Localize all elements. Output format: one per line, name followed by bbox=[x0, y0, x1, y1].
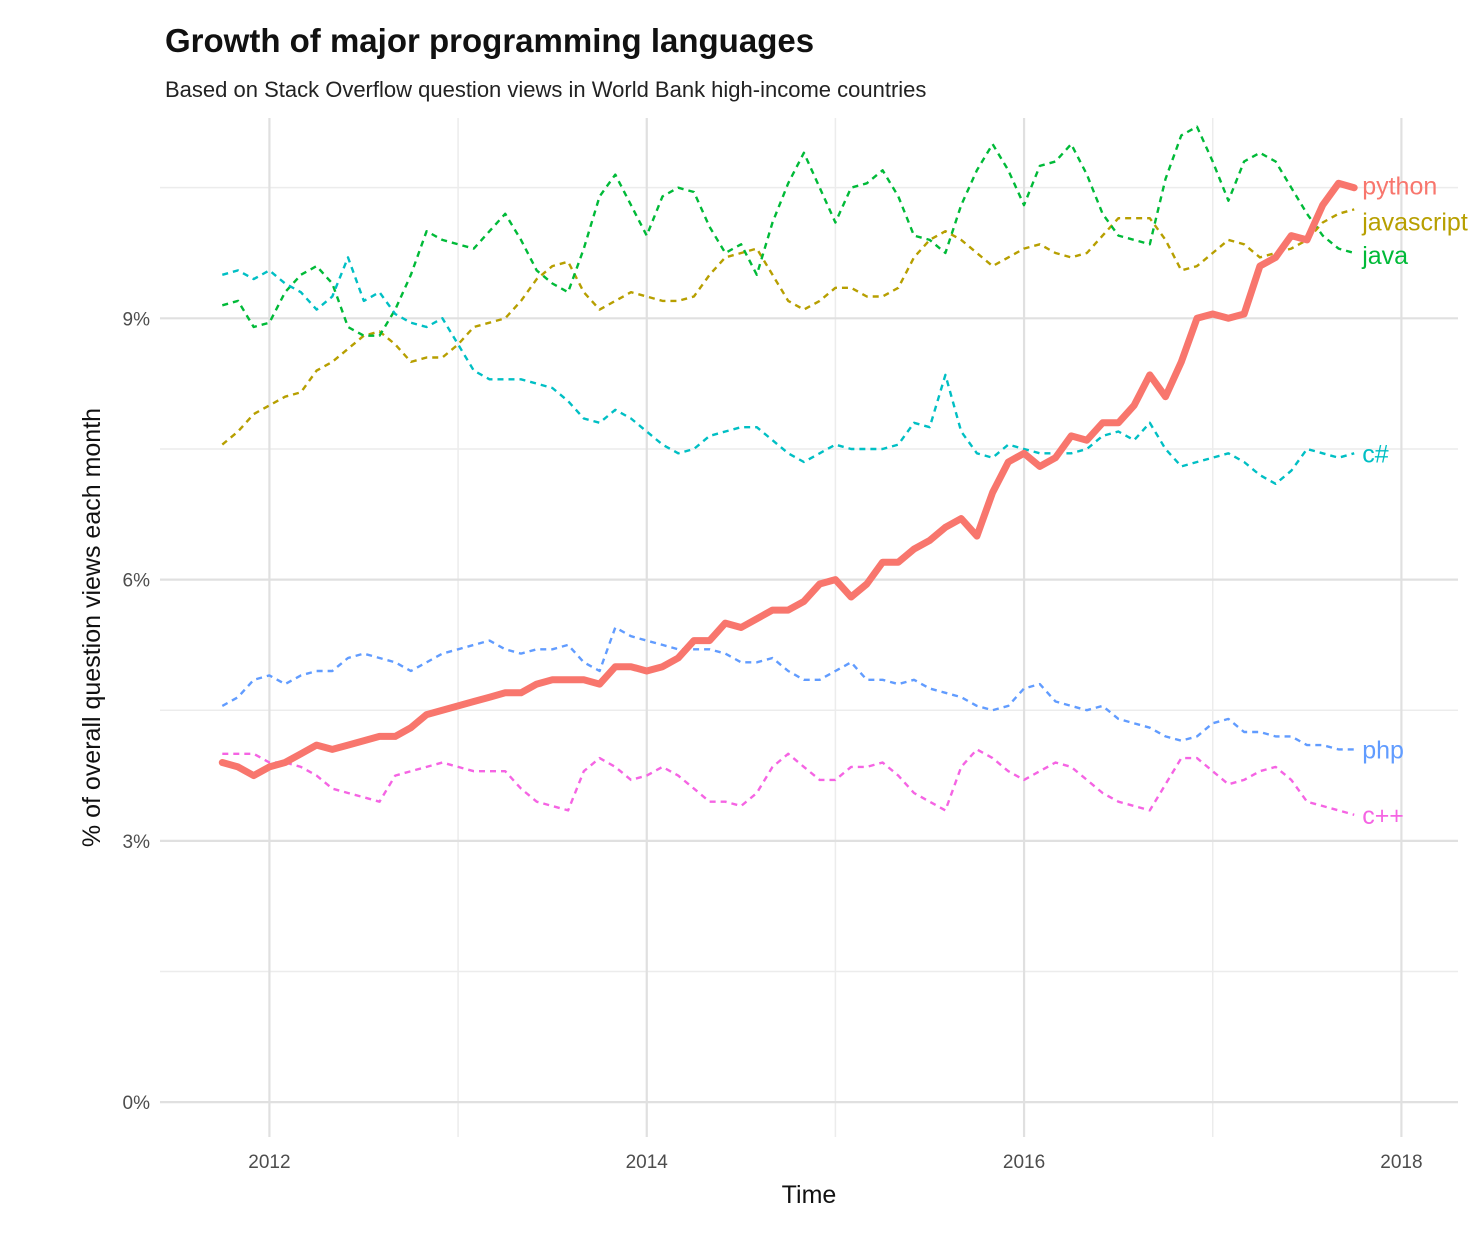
series-line-javascript bbox=[221, 208, 1355, 446]
series-line-csharp bbox=[221, 256, 1355, 485]
x-axis-title: Time bbox=[782, 1181, 837, 1209]
x-tick-label: 2018 bbox=[1380, 1152, 1422, 1173]
y-tick-label: 6% bbox=[123, 571, 151, 592]
y-tick-label: 0% bbox=[123, 1093, 151, 1114]
axis-ticks: 2012 2014 2016 2018 0% 3% 6% 9% bbox=[123, 309, 1423, 1173]
series-label-python: python bbox=[1362, 173, 1437, 201]
x-tick-label: 2016 bbox=[1003, 1152, 1045, 1173]
series-line-python bbox=[218, 179, 1358, 780]
series-label-java: java bbox=[1361, 242, 1408, 270]
chart-subtitle: Based on Stack Overflow question views i… bbox=[165, 77, 927, 102]
major-gridlines bbox=[160, 118, 1458, 1137]
chart-title: Growth of major programming languages bbox=[165, 22, 815, 59]
series-line-java bbox=[221, 125, 1355, 337]
y-tick-label: 3% bbox=[123, 832, 151, 853]
minor-gridlines bbox=[160, 118, 1458, 1137]
series-line-php bbox=[221, 626, 1355, 751]
y-tick-label: 9% bbox=[123, 309, 151, 330]
y-axis-title: % of overall question views each month bbox=[78, 408, 106, 847]
series-label-cplusplus: c++ bbox=[1362, 802, 1404, 830]
x-tick-label: 2012 bbox=[248, 1152, 290, 1173]
series-labels: python javascript java c# php c++ bbox=[1361, 173, 1468, 830]
series-label-csharp: c# bbox=[1362, 440, 1389, 468]
series-line-cplusplus bbox=[222, 748, 1355, 816]
series-label-javascript: javascript bbox=[1361, 208, 1468, 236]
x-tick-label: 2014 bbox=[626, 1152, 669, 1173]
series-label-php: php bbox=[1362, 736, 1404, 764]
series-lines bbox=[218, 125, 1358, 816]
